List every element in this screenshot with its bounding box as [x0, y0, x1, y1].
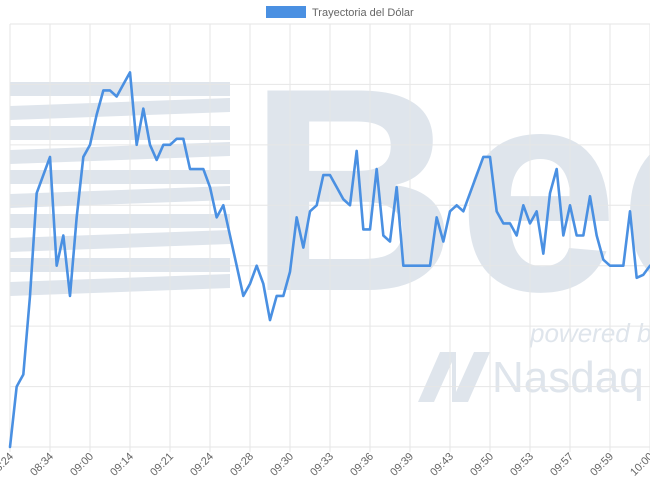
x-tick-label: 09:28 — [228, 451, 256, 479]
watermark-partner: Nasdaq — [492, 353, 644, 402]
legend-swatch — [266, 6, 306, 18]
series-layer — [8, 71, 650, 449]
x-tick-label: 09:30 — [268, 451, 296, 479]
x-tick-label: 09:43 — [428, 451, 456, 479]
grid — [9, 23, 650, 452]
nasdaq-icon — [418, 352, 490, 402]
x-tick-label: 09:00 — [68, 451, 96, 479]
x-tick-label: 09:50 — [468, 451, 496, 479]
x-tick-label: 09:21 — [148, 451, 176, 479]
x-tick-label: 08:34 — [28, 451, 56, 479]
x-tick-label: 09:59 — [588, 451, 616, 479]
x-tick-label: 09:57 — [548, 451, 576, 479]
x-tick-label: 09:24 — [188, 451, 216, 479]
x-tick-label: 09:33 — [308, 451, 336, 479]
legend-label: Trayectoria del Dólar — [312, 7, 414, 19]
watermark-brand-text: Bec — [248, 28, 650, 352]
x-tick-label: 10:00 — [628, 451, 650, 479]
x-tick-label: 08:24 — [0, 451, 16, 479]
x-tick-label: 09:39 — [388, 451, 416, 479]
x-axis-ticks: 08:24 08:34 09:00 09:14 09:21 09:24 09:28 09:30… — [0, 451, 650, 479]
x-tick-label: 09:14 — [108, 451, 136, 479]
watermark-stripes — [10, 82, 230, 296]
legend[interactable]: Trayectoria del Dólar — [266, 6, 414, 19]
x-tick-label: 09:36 — [348, 451, 376, 479]
watermark-tagline: powered by — [529, 318, 650, 348]
series-line — [8, 71, 650, 449]
x-tick-label: 09:53 — [508, 451, 536, 479]
